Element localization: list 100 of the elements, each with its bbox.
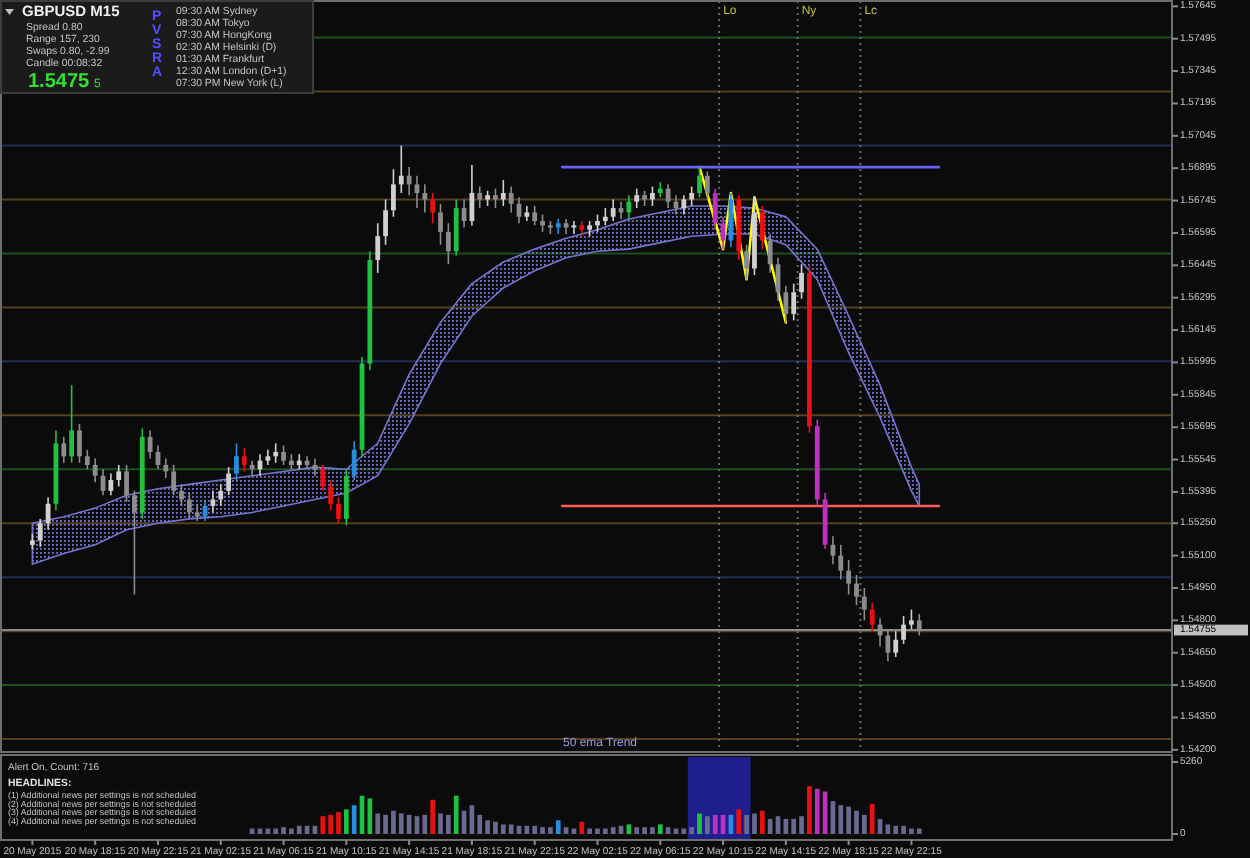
bar <box>854 810 859 834</box>
bar <box>893 825 899 834</box>
bar <box>610 827 616 834</box>
bar <box>453 795 459 834</box>
candlestick <box>838 544 844 581</box>
bar <box>712 814 718 834</box>
bar <box>548 827 553 834</box>
bar <box>595 828 600 834</box>
candlestick <box>383 198 388 246</box>
candlestick <box>343 468 349 527</box>
bar <box>752 813 757 834</box>
bar <box>681 828 687 834</box>
bar <box>697 813 702 834</box>
candlestick <box>179 483 184 507</box>
candlestick <box>610 198 616 222</box>
candlestick <box>697 166 702 199</box>
candlestick <box>445 222 451 266</box>
bar <box>320 816 326 834</box>
candlestick <box>854 574 859 607</box>
candlestick <box>108 472 114 496</box>
bar <box>814 788 820 834</box>
candlestick <box>477 185 483 209</box>
bar <box>351 805 357 834</box>
candlestick <box>186 492 192 520</box>
candlestick <box>391 168 396 218</box>
candlestick <box>493 187 498 209</box>
bar <box>846 806 851 834</box>
bar <box>634 827 640 834</box>
candlestick <box>296 453 302 471</box>
candlestick <box>336 496 341 525</box>
bar <box>289 828 294 834</box>
candlestick <box>430 192 436 225</box>
bar <box>602 828 608 834</box>
bar <box>524 825 530 834</box>
bar <box>657 824 663 834</box>
bar <box>281 827 286 834</box>
bar <box>508 824 514 834</box>
bar <box>336 812 341 834</box>
candlestick <box>92 457 98 484</box>
candlestick <box>909 608 914 630</box>
candlestick <box>893 630 899 658</box>
candlestick <box>634 187 640 209</box>
bar <box>736 809 742 834</box>
bar <box>791 818 797 834</box>
candlestick <box>846 559 852 596</box>
candlestick <box>532 205 538 227</box>
bar <box>540 827 545 834</box>
bar <box>485 820 490 834</box>
candlestick <box>453 198 459 257</box>
bar <box>296 825 302 834</box>
candlestick <box>861 587 867 622</box>
candlestick <box>375 222 381 274</box>
bar <box>650 827 655 834</box>
bar <box>249 828 255 834</box>
bar <box>744 814 749 834</box>
candlestick <box>210 490 216 514</box>
candlestick <box>171 464 177 496</box>
bar <box>901 825 906 834</box>
line-series <box>698 165 788 324</box>
candlestick <box>61 436 67 464</box>
bar <box>430 799 436 834</box>
candlestick <box>84 449 90 471</box>
candlestick <box>406 166 412 196</box>
candlestick <box>571 220 577 235</box>
candlestick <box>218 483 224 507</box>
candlestick <box>901 615 906 645</box>
candlestick <box>783 285 789 324</box>
candlestick <box>657 181 663 199</box>
candlestick <box>241 446 247 473</box>
candlestick <box>791 282 797 322</box>
candlestick <box>234 442 239 481</box>
candlestick <box>398 144 404 194</box>
candlestick <box>163 457 169 479</box>
candlestick <box>759 205 765 250</box>
candlestick <box>869 602 875 632</box>
candlestick <box>500 179 506 207</box>
candlestick <box>320 464 326 492</box>
candlestick <box>650 185 655 207</box>
candlestick <box>132 490 137 596</box>
bar <box>642 827 647 834</box>
bar <box>587 828 592 834</box>
candlestick <box>438 203 443 246</box>
candlestick <box>281 444 286 466</box>
candlestick <box>226 466 232 496</box>
bar <box>555 820 561 834</box>
candlestick <box>767 233 773 274</box>
bar <box>398 813 404 834</box>
bar <box>689 827 695 834</box>
bar <box>328 814 333 834</box>
candlestick <box>351 440 357 481</box>
bar <box>799 816 804 834</box>
bar <box>767 818 773 834</box>
bar <box>446 814 451 834</box>
candlestick <box>665 183 671 209</box>
candlestick <box>744 244 750 281</box>
bar <box>807 786 812 834</box>
candlestick <box>249 459 255 477</box>
candlestick <box>508 185 514 214</box>
candlestick <box>77 423 82 464</box>
bar <box>343 809 349 834</box>
